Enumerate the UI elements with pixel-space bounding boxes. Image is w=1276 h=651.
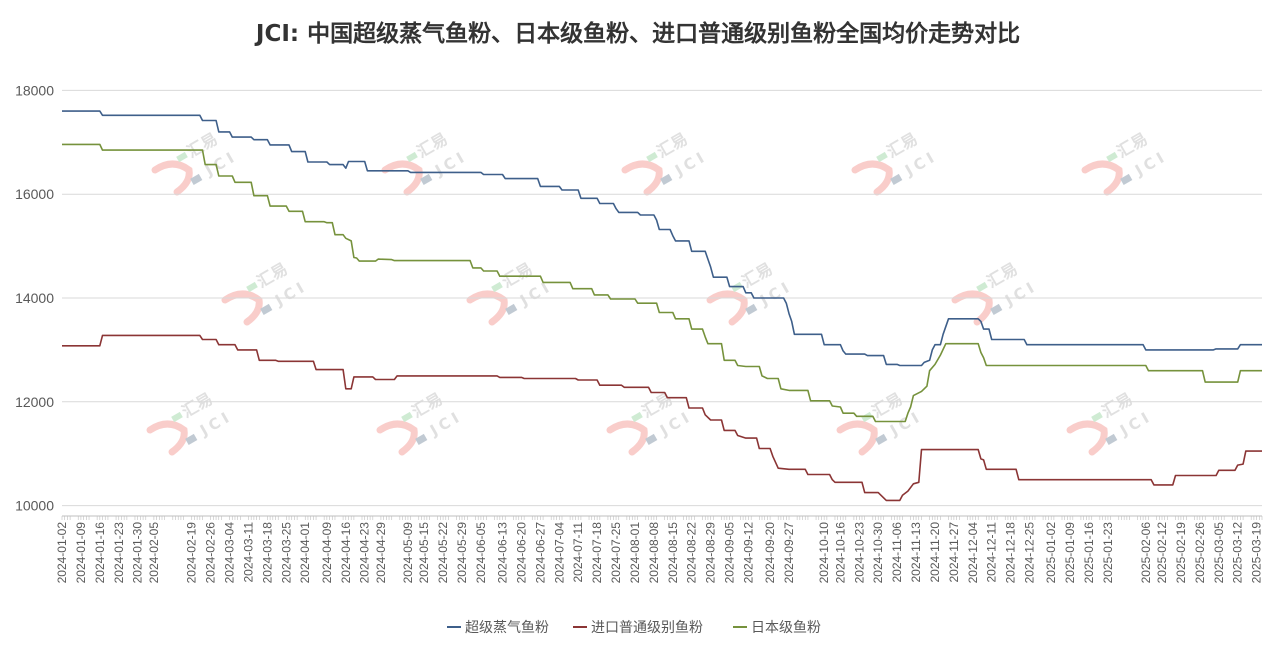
x-tick-label: 2024-06-27 bbox=[533, 522, 547, 584]
x-tick-label: 2024-07-18 bbox=[590, 522, 604, 584]
x-tick-label: 2024-04-09 bbox=[320, 522, 334, 584]
legend-item-1: 进口普通级别鱼粉 bbox=[573, 619, 703, 636]
x-tick-label: 2024-03-04 bbox=[223, 522, 237, 584]
x-tick-label: 2024-04-16 bbox=[339, 522, 353, 584]
x-tick-label: 2024-05-29 bbox=[455, 522, 469, 584]
x-tick-label: 2024-09-05 bbox=[723, 522, 737, 584]
x-tick-label: 2024-02-19 bbox=[185, 522, 199, 584]
x-tick-label: 2025-03-19 bbox=[1250, 522, 1264, 584]
x-tick-label: 2024-07-11 bbox=[571, 522, 585, 583]
series-line-2 bbox=[62, 143, 1262, 423]
x-tick-label: 2024-12-11 bbox=[985, 522, 999, 583]
x-tick-label: 2024-10-10 bbox=[817, 522, 831, 584]
x-tick-label: 2024-12-18 bbox=[1004, 522, 1018, 584]
chart-title: JCI: 中国超级蒸气鱼粉、日本级鱼粉、进口普通级别鱼粉全国均价走势对比 bbox=[255, 21, 1021, 47]
x-axis: 2024-01-02 2024-01-09 2024-01-16 2024-01-23… bbox=[55, 515, 1264, 584]
y-tick-label: 14000 bbox=[15, 290, 54, 306]
x-tick-label: 2024-04-29 bbox=[374, 522, 388, 584]
x-tick-label: 2024-05-09 bbox=[401, 522, 415, 584]
x-tick-label: 2024-03-11 bbox=[241, 522, 255, 583]
x-tick-label: 2025-03-12 bbox=[1231, 522, 1245, 584]
x-tick-label: 2025-03-05 bbox=[1212, 522, 1226, 584]
gridlines bbox=[62, 89, 1262, 507]
x-tick-label: 2024-07-04 bbox=[552, 522, 566, 584]
x-tick-label: 2024-11-20 bbox=[928, 522, 942, 583]
x-tick-label: 2024-03-25 bbox=[279, 522, 293, 584]
x-tick-label: 2024-11-06 bbox=[890, 522, 904, 583]
legend-label: 超级蒸气鱼粉 bbox=[465, 619, 549, 636]
x-tick-label: 2024-01-16 bbox=[93, 522, 107, 584]
y-tick-label: 12000 bbox=[15, 394, 54, 410]
x-axis-minor-ticks bbox=[61, 516, 1263, 520]
x-tick-label: 2024-12-25 bbox=[1023, 522, 1037, 584]
y-tick-label: 18000 bbox=[15, 82, 54, 98]
x-tick-label: 2024-07-25 bbox=[609, 522, 623, 584]
legend-item-2: 日本级鱼粉 bbox=[733, 619, 821, 636]
x-tick-label: 2025-01-02 bbox=[1044, 522, 1058, 584]
x-tick-label: 2024-10-16 bbox=[833, 522, 847, 584]
x-tick-label: 2024-04-01 bbox=[298, 522, 312, 584]
x-tick-label: 2025-01-23 bbox=[1101, 522, 1115, 584]
x-tick-label: 2024-06-05 bbox=[474, 522, 488, 584]
x-tick-label: 2024-05-22 bbox=[436, 522, 450, 584]
x-tick-label: 2024-02-26 bbox=[204, 522, 218, 584]
x-tick-label: 2024-11-13 bbox=[909, 522, 923, 583]
watermark-layer: 汇易JCI汇易JCI汇易JCI汇易JCI汇易JCI汇易JCI汇易JCI汇易JCI… bbox=[146, 129, 1171, 456]
y-axis: 10000 12000 14000 16000 18000 bbox=[15, 82, 54, 513]
y-tick-label: 10000 bbox=[15, 498, 54, 514]
legend-item-0: 超级蒸气鱼粉 bbox=[447, 619, 549, 636]
legend-label: 进口普通级别鱼粉 bbox=[591, 619, 703, 636]
x-tick-label: 2024-08-22 bbox=[685, 522, 699, 584]
series-line-1 bbox=[62, 334, 1262, 502]
series-line-0 bbox=[62, 110, 1262, 367]
x-tick-label: 2024-10-30 bbox=[871, 522, 885, 584]
x-tick-label: 2025-01-16 bbox=[1082, 522, 1096, 584]
x-tick-label: 2024-06-20 bbox=[514, 522, 528, 584]
x-tick-label: 2025-02-26 bbox=[1193, 522, 1207, 584]
x-tick-label: 2024-11-27 bbox=[947, 522, 961, 583]
x-tick-label: 2025-02-19 bbox=[1174, 522, 1188, 584]
x-tick-label: 2024-04-23 bbox=[358, 522, 372, 584]
x-tick-label: 2024-09-12 bbox=[741, 522, 755, 584]
x-tick-label: 2024-08-29 bbox=[704, 522, 718, 584]
x-tick-label: 2025-02-12 bbox=[1155, 522, 1169, 584]
x-tick-label: 2024-03-18 bbox=[260, 522, 274, 584]
y-tick-label: 16000 bbox=[15, 186, 54, 202]
x-tick-label: 2024-08-15 bbox=[666, 522, 680, 584]
x-tick-label: 2024-01-02 bbox=[55, 522, 69, 584]
series-lines bbox=[62, 110, 1262, 502]
x-tick-label: 2024-08-01 bbox=[628, 522, 642, 584]
legend-label: 日本级鱼粉 bbox=[751, 619, 821, 636]
x-tick-label: 2024-12-04 bbox=[966, 522, 980, 584]
x-tick-label: 2025-01-09 bbox=[1063, 522, 1077, 584]
x-tick-label: 2024-01-30 bbox=[131, 522, 145, 584]
x-tick-label: 2024-05-15 bbox=[417, 522, 431, 584]
x-tick-label: 2024-01-09 bbox=[74, 522, 88, 584]
x-tick-label: 2024-09-20 bbox=[763, 522, 777, 584]
x-tick-label: 2024-01-23 bbox=[112, 522, 126, 584]
x-tick-label: 2024-08-08 bbox=[647, 522, 661, 584]
x-tick-label: 2024-10-23 bbox=[852, 522, 866, 584]
x-tick-label: 2025-02-06 bbox=[1139, 522, 1153, 584]
x-tick-label: 2024-09-27 bbox=[782, 522, 796, 584]
x-tick-label: 2024-02-05 bbox=[147, 522, 161, 584]
x-tick-label: 2024-06-13 bbox=[496, 522, 510, 584]
legend: 超级蒸气鱼粉 进口普通级别鱼粉 日本级鱼粉 bbox=[447, 619, 821, 636]
